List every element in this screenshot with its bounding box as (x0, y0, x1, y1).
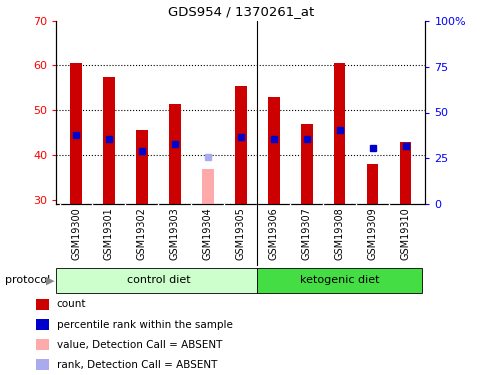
Text: GSM19309: GSM19309 (367, 207, 377, 260)
Bar (136, 130, 147, 204)
Bar (70, 63, 81, 204)
Text: control diet: control diet (126, 275, 190, 285)
Title: GDS954 / 1370261_at: GDS954 / 1370261_at (167, 5, 313, 18)
Bar (202, 168, 213, 204)
Text: percentile rank within the sample: percentile rank within the sample (57, 320, 232, 330)
Bar (36, 339, 49, 350)
FancyBboxPatch shape (56, 268, 257, 293)
Text: rank, Detection Call = ABSENT: rank, Detection Call = ABSENT (57, 360, 217, 370)
Text: value, Detection Call = ABSENT: value, Detection Call = ABSENT (57, 340, 222, 350)
Text: count: count (57, 300, 86, 309)
Text: GSM19305: GSM19305 (235, 207, 245, 260)
Text: GSM19306: GSM19306 (268, 207, 278, 260)
Text: protocol: protocol (5, 275, 50, 285)
FancyBboxPatch shape (257, 268, 421, 293)
Text: GSM19301: GSM19301 (104, 207, 114, 260)
Text: GSM19300: GSM19300 (71, 207, 81, 260)
Text: GSM19308: GSM19308 (334, 207, 344, 260)
Bar (169, 104, 180, 204)
Text: ketogenic diet: ketogenic diet (299, 275, 379, 285)
Bar (103, 76, 115, 204)
Bar (301, 124, 312, 204)
Bar (36, 299, 49, 310)
Text: GSM19307: GSM19307 (301, 207, 311, 260)
Bar (366, 164, 378, 204)
Text: GSM19304: GSM19304 (203, 207, 212, 260)
Text: GSM19303: GSM19303 (169, 207, 180, 260)
Bar (399, 142, 410, 204)
Bar (267, 97, 279, 204)
Text: GSM19302: GSM19302 (137, 207, 146, 260)
Text: ▶: ▶ (45, 275, 54, 285)
Bar (235, 86, 246, 204)
Text: GSM19310: GSM19310 (400, 207, 410, 260)
Bar (36, 359, 49, 370)
Bar (36, 319, 49, 330)
Bar (333, 63, 345, 204)
